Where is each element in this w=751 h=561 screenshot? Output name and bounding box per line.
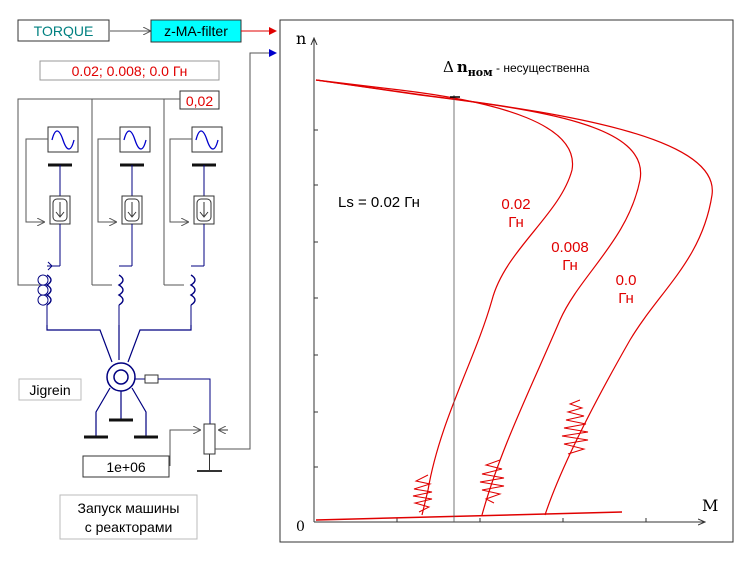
- delta-text: - несущественна: [493, 61, 590, 75]
- constant-to-load-wire: [169, 430, 200, 466]
- sine-source-2[interactable]: [119, 126, 151, 153]
- inductance-values-label: 0.02; 0.008; 0.0 Гн: [72, 63, 188, 79]
- y-ticks: [314, 129, 318, 468]
- curve-label-2-value: 0.008: [551, 239, 589, 256]
- filter-block[interactable]: z-MA-filter: [150, 19, 242, 43]
- x-ticks: [396, 518, 647, 522]
- current-sensor-2[interactable]: [121, 195, 143, 225]
- gain-block[interactable]: 0,02: [179, 90, 220, 110]
- curve-label-1-value: 0.02: [501, 196, 530, 213]
- curve-label-1-unit: Гн: [508, 214, 524, 231]
- delta-sub: ном: [468, 66, 493, 79]
- machine-name-label: Jigrein: [29, 382, 70, 398]
- phase-branch-3: [169, 126, 223, 325]
- torque-label: TORQUE: [34, 23, 94, 39]
- gain-label: 0,02: [186, 93, 213, 109]
- x-axis-label: M: [702, 496, 718, 515]
- curve-label-2-unit: Гн: [562, 257, 578, 274]
- start-torque-trace: [315, 511, 623, 521]
- inductance-values-block[interactable]: 0.02; 0.008; 0.0 Гн: [39, 60, 220, 81]
- caption: Запуск машины с реакторами: [59, 494, 198, 540]
- filter-label: z-MA-filter: [164, 23, 228, 39]
- phase-branch-2: [97, 126, 151, 325]
- ls-label: Ls = 0.02 Гн: [338, 194, 420, 211]
- origin-label: 0: [296, 519, 305, 535]
- stator-bus: [46, 325, 192, 363]
- current-sensor-1[interactable]: [49, 195, 71, 225]
- curve-0.008: [315, 79, 642, 516]
- delta-symbol: Δ: [443, 58, 454, 76]
- caption-line-1: Запуск машины: [78, 500, 180, 516]
- caption-line-2: с реакторами: [85, 519, 173, 535]
- sine-source-1[interactable]: [47, 126, 79, 153]
- constant-label: 1e+06: [106, 459, 146, 475]
- gain-distribution-wires: [17, 98, 184, 286]
- current-sensor-3[interactable]: [193, 195, 215, 225]
- induction-machine[interactable]: [84, 362, 211, 439]
- curve-label-3-unit: Гн: [618, 290, 634, 307]
- phase-branch-1: [25, 126, 79, 325]
- y-axis-label: n: [296, 29, 306, 48]
- load-potentiometer[interactable]: [197, 423, 228, 472]
- curve-0.0: [315, 79, 713, 516]
- machine-name-block[interactable]: Jigrein: [18, 378, 82, 401]
- delta-var: n: [457, 58, 468, 76]
- curve-label-3-value: 0.0: [616, 272, 637, 289]
- speed-to-plot-wire: [215, 49, 277, 450]
- constant-block[interactable]: 1e+06: [82, 455, 170, 478]
- torque-block[interactable]: TORQUE: [17, 19, 110, 42]
- sine-source-3[interactable]: [191, 126, 223, 153]
